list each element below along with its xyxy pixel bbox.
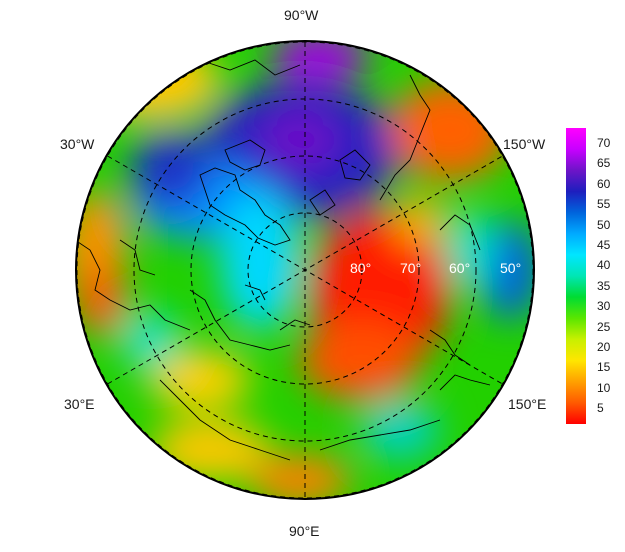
- colorbar-tick-label: 35: [597, 278, 611, 293]
- colorbar-tick-label: 40: [597, 258, 611, 273]
- colorbar-tick-label: 50: [597, 217, 611, 232]
- colorbar-tick-label: 20: [597, 340, 611, 354]
- lat-label-50: 50°: [500, 260, 522, 276]
- colorbar-tick-label: 70: [597, 136, 611, 150]
- colorbar-tick-label: 65: [597, 156, 611, 171]
- colorbar-tick-label: 60: [597, 176, 611, 191]
- lon-label-lower-right: 150°E: [508, 396, 547, 412]
- lon-label-bottom: 90°E: [289, 523, 320, 539]
- lat-label-80: 80°: [350, 260, 372, 276]
- colorbar-tick-label: 30: [597, 299, 611, 314]
- lon-label-lower-left: 30°E: [64, 396, 95, 412]
- lat-label-60: 60°: [449, 260, 471, 276]
- colorbar-tick-label: 5: [597, 401, 604, 416]
- colorbar-tick-label: 15: [597, 360, 611, 375]
- colorbar-tick-label: 10: [597, 380, 611, 395]
- colorbar-tick-label: 55: [597, 197, 611, 212]
- lon-label-top: 90°W: [284, 7, 319, 23]
- colorbar: [566, 128, 586, 424]
- lat-label-70: 70°: [400, 260, 422, 276]
- colorbar-tick-label: 25: [597, 319, 611, 334]
- colorbar-tick-label: 45: [597, 238, 611, 252]
- lon-label-upper-right: 150°W: [503, 136, 546, 152]
- lon-label-upper-left: 30°W: [60, 136, 95, 152]
- map-border: [75, 40, 535, 500]
